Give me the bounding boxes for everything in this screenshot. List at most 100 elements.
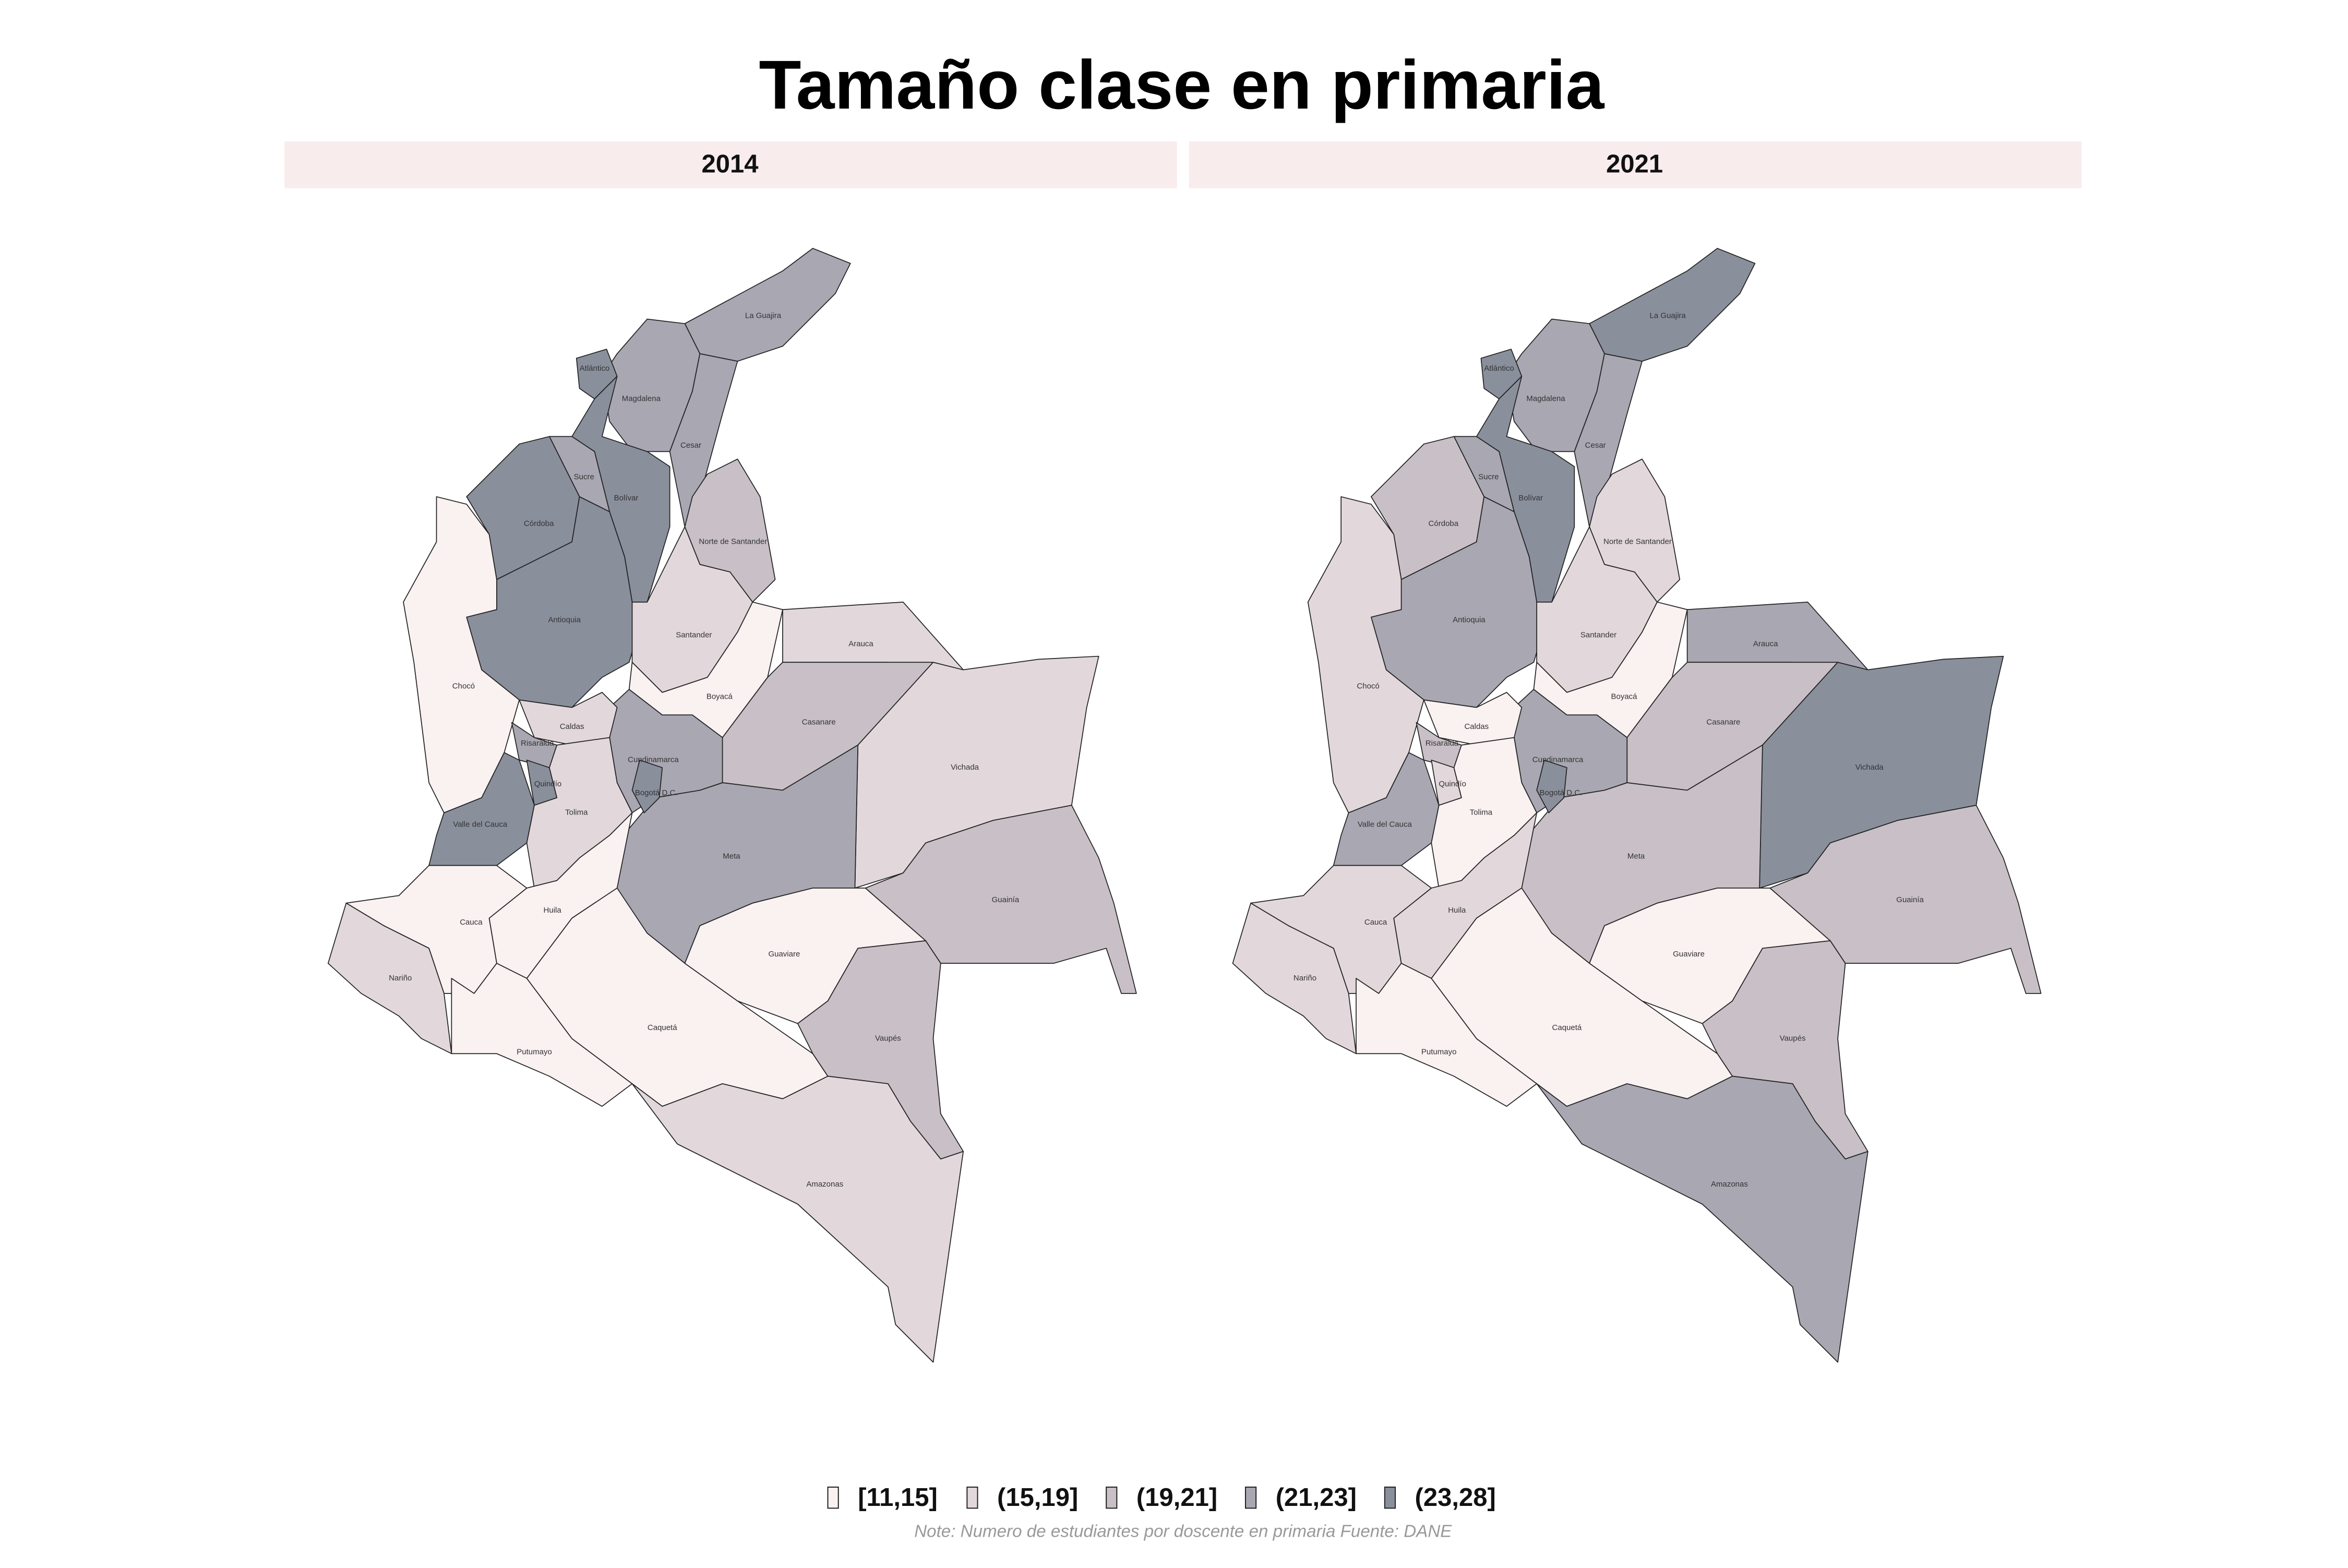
region-label: Caquetá bbox=[648, 1023, 677, 1032]
region-label: Atlántico bbox=[1484, 364, 1514, 373]
region-label: Boyacá bbox=[1611, 692, 1637, 701]
region bbox=[1589, 248, 1756, 362]
region-label: Cauca bbox=[1364, 918, 1387, 927]
region bbox=[1536, 1075, 1868, 1363]
region-label: Amazonas bbox=[806, 1180, 843, 1189]
region-label: Tolima bbox=[565, 808, 588, 817]
region bbox=[1536, 759, 1567, 813]
region-label: Risaralda bbox=[1425, 739, 1459, 748]
region-label: Arauca bbox=[848, 640, 873, 649]
legend-label: (21,23] bbox=[1276, 1483, 1357, 1512]
region-label: Sucre bbox=[574, 472, 594, 481]
region-label: Nariño bbox=[389, 974, 412, 983]
legend-key bbox=[1245, 1486, 1257, 1509]
region-label: Valle del Cauca bbox=[453, 820, 508, 829]
region-label: Risaralda bbox=[521, 739, 554, 748]
region-label: Putumayo bbox=[1421, 1047, 1457, 1056]
region-label: Magdalena bbox=[1526, 394, 1565, 403]
region-label: Caldas bbox=[560, 722, 584, 731]
map: La Guajira Magdalena Cesar Atlántico Bolívar… bbox=[327, 248, 1137, 1363]
region bbox=[865, 805, 1137, 994]
region bbox=[519, 692, 618, 746]
region-label: Boyacá bbox=[706, 692, 733, 701]
region-label: Cundinamarca bbox=[628, 756, 679, 764]
region bbox=[1307, 496, 1424, 813]
region-label: Norte de Santander bbox=[699, 537, 767, 546]
region bbox=[327, 902, 452, 1055]
region-label: Quindío bbox=[534, 780, 562, 788]
title: Tamaño clase en primaria bbox=[759, 46, 1604, 124]
region-label: Quindío bbox=[1439, 780, 1466, 788]
region-label: Córdoba bbox=[524, 519, 554, 528]
region-label: Bogotá D.C. bbox=[1539, 788, 1582, 797]
region bbox=[1759, 655, 2004, 889]
region bbox=[403, 496, 520, 813]
region bbox=[782, 601, 964, 671]
region-label: Cundinamarca bbox=[1532, 756, 1584, 764]
legend-label: (23,28] bbox=[1415, 1483, 1496, 1512]
legend-label: (15,19] bbox=[997, 1483, 1078, 1512]
region-label: Cesar bbox=[680, 441, 701, 450]
region-label: Atlántico bbox=[580, 364, 610, 373]
region-label: Bolívar bbox=[1518, 494, 1543, 502]
region-label: Arauca bbox=[1753, 640, 1778, 649]
region-label: Valle del Cauca bbox=[1358, 820, 1412, 829]
region-label: Santander bbox=[1580, 630, 1616, 639]
region bbox=[1686, 601, 1868, 671]
region-label: Santander bbox=[676, 630, 712, 639]
region-label: Cesar bbox=[1585, 441, 1606, 450]
region-label: Huila bbox=[1448, 906, 1466, 915]
legend-label: [11,15] bbox=[858, 1483, 938, 1512]
facet: 2021 La Guajira Magdalena Cesar Atlántico Bol… bbox=[1189, 141, 2082, 1363]
region-label: Vichada bbox=[1855, 763, 1884, 772]
legend-label: (19,21] bbox=[1136, 1483, 1217, 1512]
region-label: Cauca bbox=[460, 918, 483, 927]
facet-strip bbox=[1189, 141, 2082, 188]
facet-label: 2021 bbox=[1606, 150, 1663, 178]
region-label: Caldas bbox=[1464, 722, 1489, 731]
region-label: Magdalena bbox=[622, 394, 661, 403]
legend-key bbox=[966, 1486, 978, 1509]
region bbox=[854, 655, 1099, 889]
legend: [11,15] (15,19] (19,21] (21,23] (23,28] bbox=[827, 1483, 1496, 1512]
region-label: Chocó bbox=[1357, 681, 1379, 690]
region-label: Chocó bbox=[452, 681, 475, 690]
region bbox=[1769, 805, 2042, 994]
region-label: Tolima bbox=[1470, 808, 1493, 817]
note: Note: Numero de estudiantes por doscente… bbox=[914, 1522, 1452, 1541]
region-label: Antioquia bbox=[548, 615, 581, 624]
region-label: Casanare bbox=[1706, 718, 1740, 727]
legend-key bbox=[827, 1486, 839, 1509]
region-label: Córdoba bbox=[1429, 519, 1459, 528]
region-label: Antioquia bbox=[1453, 615, 1486, 624]
region bbox=[684, 248, 851, 362]
region-label: Vaupés bbox=[1780, 1034, 1806, 1043]
region-label: Nariño bbox=[1293, 974, 1316, 983]
region-label: Caquetá bbox=[1552, 1023, 1582, 1032]
region-label: Putumayo bbox=[517, 1047, 552, 1056]
region-label: Huila bbox=[544, 906, 562, 915]
region bbox=[631, 1075, 964, 1363]
region bbox=[1423, 692, 1523, 746]
facet-strip bbox=[284, 141, 1177, 188]
region-label: Guainía bbox=[992, 895, 1020, 904]
region bbox=[631, 759, 663, 813]
region-label: Guainía bbox=[1896, 895, 1924, 904]
facet: 2014 La Guajira Magdalena Cesar Atlántico Bol… bbox=[284, 141, 1177, 1363]
region-label: Meta bbox=[1627, 852, 1645, 860]
legend-key bbox=[1384, 1486, 1396, 1509]
region-label: La Guajira bbox=[1650, 312, 1686, 320]
region-label: Guaviare bbox=[1673, 950, 1705, 959]
map: La Guajira Magdalena Cesar Atlántico Bolívar… bbox=[1232, 248, 2042, 1363]
region-label: Bolívar bbox=[614, 494, 639, 502]
region bbox=[1232, 902, 1357, 1055]
region-label: Meta bbox=[723, 852, 740, 860]
region-label: Guaviare bbox=[768, 950, 800, 959]
region-label: Vichada bbox=[951, 763, 979, 772]
region-label: Amazonas bbox=[1711, 1180, 1748, 1189]
facet-label: 2014 bbox=[702, 150, 759, 178]
region-label: La Guajira bbox=[745, 312, 782, 320]
region-label: Norte de Santander bbox=[1603, 537, 1672, 546]
